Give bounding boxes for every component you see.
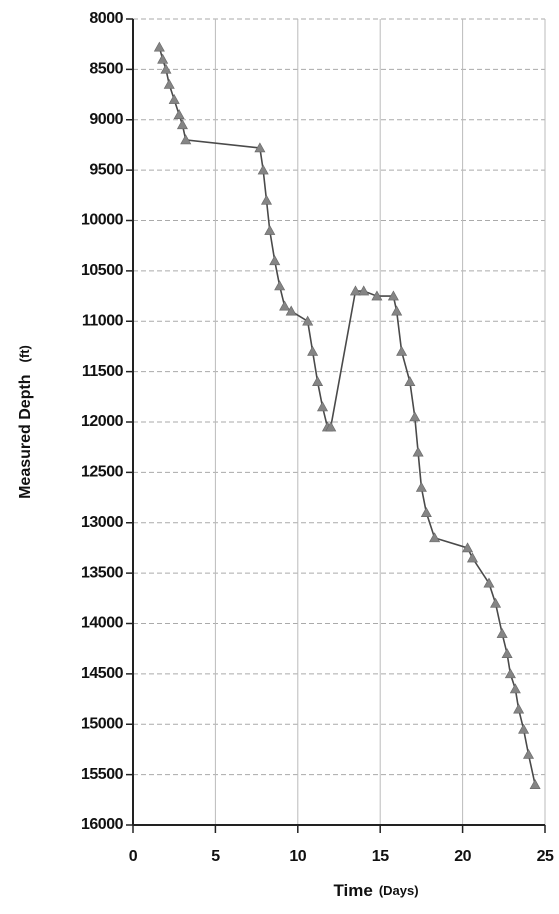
y-tick-label: 13500 [81, 564, 124, 581]
data-marker [466, 552, 478, 563]
y-tick-label: 13000 [81, 514, 124, 531]
data-marker [412, 446, 424, 457]
x-axis-label: Time (Days) [333, 881, 418, 900]
data-marker [168, 93, 180, 104]
data-marker [462, 542, 474, 553]
data-marker [153, 41, 165, 52]
data-marker [279, 300, 291, 311]
y-tick-label: 12000 [81, 413, 124, 430]
data-marker [269, 255, 281, 266]
data-marker [163, 78, 175, 89]
data-marker [387, 290, 399, 301]
data-marker [513, 703, 525, 714]
data-marker [490, 597, 502, 608]
data-marker [274, 280, 286, 291]
y-tick-label: 9500 [89, 161, 123, 178]
data-marker [396, 345, 408, 356]
data-marker [391, 305, 403, 316]
data-marker [264, 224, 276, 235]
data-marker [415, 481, 427, 492]
data-marker [518, 723, 530, 734]
data-marker [312, 376, 324, 386]
data-marker [404, 376, 416, 386]
data-marker [529, 779, 541, 789]
data-marker [285, 305, 297, 316]
x-label-text: Time [333, 881, 372, 900]
data-marker [317, 401, 329, 412]
data-marker [409, 411, 421, 422]
y-tick-label: 11500 [82, 363, 124, 380]
data-marker [160, 63, 172, 74]
data-marker [504, 668, 516, 679]
data-marker [371, 290, 383, 301]
y-tick-label: 11000 [82, 312, 124, 329]
y-tick-label: 10000 [81, 212, 124, 229]
y-label-unit: (ft) [17, 345, 32, 362]
data-marker [257, 164, 269, 175]
y-tick-label: 15500 [81, 766, 124, 783]
y-label-text: Measured Depth [17, 374, 34, 498]
data-marker [325, 421, 337, 432]
x-label-unit: (Days) [379, 883, 419, 898]
data-marker [302, 315, 314, 326]
data-marker [483, 577, 495, 588]
x-tick-label: 20 [454, 848, 471, 865]
y-tick-label: 14500 [81, 665, 124, 682]
data-marker [358, 285, 370, 296]
data-marker [349, 285, 361, 296]
data-marker [254, 142, 266, 153]
x-tick-label: 10 [289, 848, 306, 865]
data-marker [260, 194, 272, 205]
data-marker [496, 627, 508, 638]
data-marker [501, 648, 513, 659]
x-tick-label: 15 [372, 848, 389, 865]
data-marker [180, 134, 192, 145]
y-tick-label: 14000 [81, 615, 124, 632]
y-tick-label: 8000 [89, 10, 123, 27]
data-line [158, 46, 536, 785]
data-marker [429, 532, 441, 543]
x-tick-label: 0 [129, 848, 138, 865]
y-tick-label: 10500 [81, 262, 124, 279]
data-marker [509, 683, 521, 694]
x-tick-label: 5 [211, 848, 220, 865]
x-tick-label: 25 [537, 848, 554, 865]
y-tick-label: 16000 [81, 816, 124, 833]
y-axis-label: Measured Depth (ft) [17, 345, 34, 499]
data-marker [420, 507, 432, 517]
data-marker [523, 748, 535, 759]
y-tick-label: 9000 [89, 111, 123, 128]
y-tick-label: 8500 [89, 61, 123, 78]
data-marker [173, 109, 185, 120]
y-tick-label: 12500 [81, 464, 124, 481]
data-marker [157, 53, 169, 64]
data-marker [307, 345, 319, 356]
y-tick-label: 15000 [81, 715, 124, 732]
data-marker [176, 119, 188, 130]
